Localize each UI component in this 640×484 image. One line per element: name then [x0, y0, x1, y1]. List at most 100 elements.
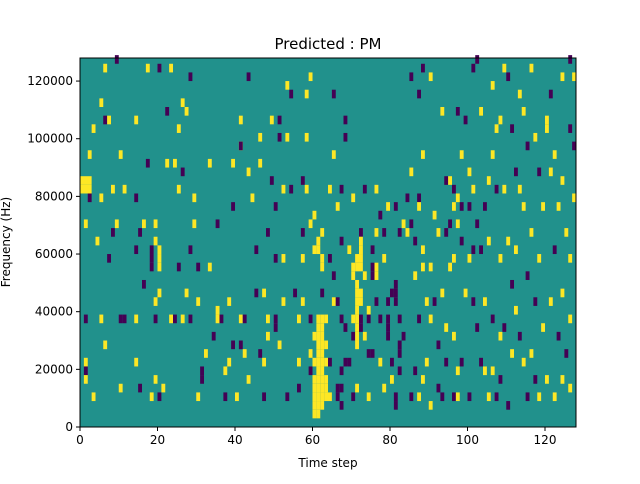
heatmap-cell-high	[498, 331, 503, 341]
heatmap-cell-high	[331, 297, 336, 306]
heatmap-cell-low	[390, 288, 394, 298]
y-tick-label: 20000	[35, 362, 73, 376]
heatmap-cell-low	[432, 297, 437, 306]
heatmap-cell-low	[180, 167, 185, 177]
heatmap-cell-low	[386, 314, 391, 324]
heatmap-cell-low	[343, 357, 348, 367]
heatmap-cell-low	[490, 314, 495, 324]
heatmap-cell-low	[277, 132, 282, 142]
heatmap-cell-high	[568, 314, 573, 324]
chart-title: Predicted : PM	[275, 35, 382, 53]
heatmap-cell-low	[386, 331, 391, 341]
heatmap-cell-high	[312, 409, 317, 419]
heatmap-cell-low	[452, 392, 456, 402]
heatmap-cell-low	[188, 245, 193, 255]
heatmap-cell-high	[308, 219, 313, 229]
heatmap-cell-high	[432, 210, 437, 220]
heatmap-cell-low	[196, 262, 201, 272]
heatmap-cell-low	[254, 245, 259, 255]
heatmap-cell-high	[316, 349, 321, 358]
heatmap-cell-high	[386, 202, 391, 211]
heatmap-cell-high	[455, 366, 460, 376]
heatmap-cell-low	[417, 89, 422, 99]
heatmap-cell-low	[405, 193, 410, 203]
heatmap-cell-low	[339, 236, 344, 246]
heatmap-cell-high	[552, 392, 557, 402]
heatmap-cell-low	[153, 314, 158, 324]
heatmap-cell-high	[157, 288, 162, 298]
heatmap-cell-high	[514, 305, 518, 315]
heatmap-cell-low	[134, 245, 139, 255]
heatmap-cell-low	[517, 331, 522, 341]
heatmap-cell-high	[153, 236, 158, 246]
heatmap-cell-high	[541, 323, 546, 332]
heatmap-cell-high	[316, 383, 321, 393]
heatmap-cell-low	[413, 236, 418, 246]
heatmap-cell-low	[537, 167, 542, 177]
heatmap-cell-low	[211, 331, 216, 341]
heatmap-cell-high	[552, 150, 557, 159]
heatmap-cell-high	[320, 331, 325, 341]
heatmap-cell-high	[320, 392, 325, 402]
plot-frame	[79, 57, 577, 428]
heatmap-cell-high	[428, 401, 433, 410]
heatmap-cell-high	[320, 401, 325, 410]
heatmap-cell-high	[320, 375, 325, 384]
heatmap-cell-high	[258, 158, 263, 168]
heatmap-cell-high	[545, 115, 549, 125]
heatmap-cell-high	[355, 262, 360, 272]
heatmap-cell-low	[335, 383, 340, 393]
heatmap-cell-low	[339, 366, 344, 376]
x-tick-label: 80	[382, 433, 397, 447]
heatmap-cell-low	[382, 228, 387, 237]
heatmap-cell-high	[266, 331, 270, 341]
heatmap-cell-high	[351, 314, 356, 324]
heatmap-cell-high	[320, 357, 325, 367]
heatmap-cell-low	[467, 392, 472, 402]
heatmap-cell-low	[455, 107, 460, 116]
heatmap-cell-low	[444, 357, 449, 367]
heatmap-cell-high	[494, 124, 499, 133]
heatmap-cell-high	[355, 314, 360, 324]
heatmap-cell-low	[300, 228, 305, 237]
heatmap-cell-high	[374, 262, 379, 272]
heatmap-cell-high	[355, 288, 360, 298]
heatmap-cell-high	[316, 331, 321, 341]
heatmap-cell-low	[413, 366, 418, 376]
heatmap-cell-high	[572, 193, 577, 203]
heatmap-cell-low	[533, 375, 538, 384]
heatmap-cell-high	[83, 375, 88, 384]
heatmap-cell-low	[83, 314, 88, 324]
x-axis-label: Time step	[297, 456, 357, 470]
heatmap-cell-high	[560, 176, 565, 185]
heatmap-cell-low	[366, 349, 371, 358]
heatmap-cell-low	[552, 245, 557, 255]
heatmap-cell-high	[285, 81, 290, 90]
heatmap-cell-low	[200, 375, 205, 384]
heatmap-cell-low	[138, 383, 143, 393]
heatmap-cell-high	[227, 357, 232, 367]
heatmap-cell-high	[107, 115, 112, 125]
heatmap-cell-low	[444, 228, 449, 237]
heatmap-cell-high	[165, 158, 170, 168]
heatmap-cell-high	[452, 254, 456, 263]
heatmap-cell-high	[153, 219, 158, 229]
heatmap-cell-low	[335, 392, 340, 402]
heatmap-cell-high	[324, 314, 329, 324]
heatmap-cell-high	[297, 314, 301, 324]
heatmap-cell-low	[142, 279, 146, 289]
heatmap-cell-high	[297, 357, 301, 367]
heatmap-cell-high	[533, 132, 538, 142]
heatmap-cell-high	[134, 314, 139, 324]
heatmap-cell-low	[436, 340, 441, 350]
heatmap-cell-high	[157, 245, 162, 255]
heatmap-cell-low	[506, 72, 511, 82]
heatmap-cell-high	[486, 236, 491, 246]
heatmap-cell-high	[378, 357, 383, 367]
heatmap-cell-high	[169, 314, 174, 324]
heatmap-cell-high	[250, 193, 255, 203]
heatmap-cell-high	[111, 184, 115, 194]
heatmap-cell-high	[355, 331, 360, 341]
heatmap-cell-low	[262, 392, 267, 402]
